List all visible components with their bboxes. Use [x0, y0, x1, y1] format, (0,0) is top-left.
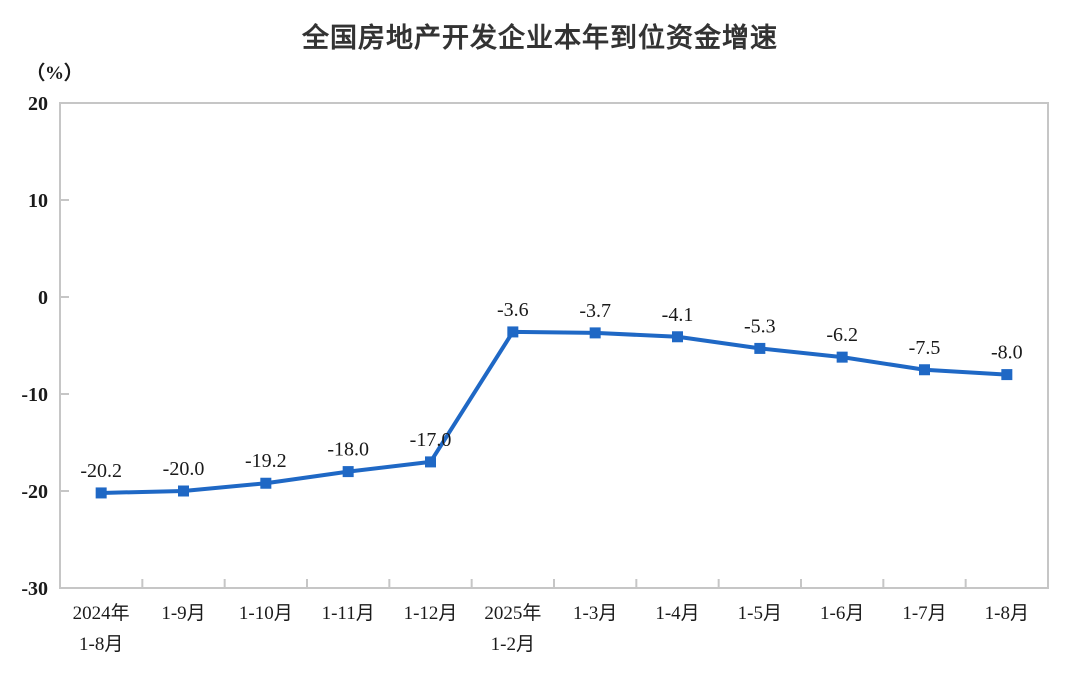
x-axis-label: 1-4月 — [655, 603, 699, 624]
data-point-marker — [425, 456, 436, 468]
x-axis-label: 1-9月 — [161, 603, 205, 624]
plot-border — [59, 102, 1049, 589]
data-point-label: -4.1 — [662, 304, 694, 326]
data-point-marker — [1001, 369, 1013, 381]
x-axis-label: 1-10月 — [239, 603, 293, 624]
data-point-label: -20.2 — [80, 460, 122, 482]
x-axis-label: 2024年 — [73, 602, 130, 624]
data-point-marker — [260, 477, 272, 489]
x-axis-label: 1-5月 — [738, 603, 782, 624]
y-axis-unit-label: （%） — [26, 63, 84, 84]
data-point-marker — [95, 487, 107, 499]
data-point-label: -3.6 — [497, 299, 529, 321]
data-point-marker — [672, 331, 683, 343]
x-axis-label: 1-12月 — [404, 603, 458, 624]
x-axis-label: 1-6月 — [820, 603, 864, 624]
data-point-marker — [919, 364, 930, 376]
data-point-marker — [754, 342, 766, 354]
data-point-label: -8.0 — [991, 342, 1023, 364]
chart-title: 全国房地产开发企业本年到位资金增速 — [302, 23, 778, 53]
y-tick-label: 20 — [28, 93, 48, 115]
data-point-marker — [836, 351, 848, 363]
y-tick-label: 10 — [28, 190, 48, 212]
data-point-marker — [589, 327, 601, 339]
data-point-marker — [178, 485, 189, 497]
y-tick-label: -30 — [21, 578, 48, 600]
data-point-label: -3.7 — [579, 300, 611, 322]
data-point-label: -5.3 — [744, 315, 776, 337]
data-point-label: -6.2 — [826, 324, 858, 346]
data-line — [99, 329, 1009, 495]
data-point-label: -17.0 — [410, 429, 452, 451]
x-axis-label: 2025年 — [484, 602, 541, 624]
data-point-label: -19.2 — [245, 450, 287, 472]
data-point-marker — [507, 326, 519, 338]
y-tick-label: 0 — [38, 287, 48, 309]
data-point-marker — [342, 466, 354, 478]
x-axis-label: 1-2月 — [491, 634, 535, 655]
x-axis-label: 1-8月 — [79, 634, 123, 655]
data-point-label: -20.0 — [163, 458, 205, 480]
data-point-label: -7.5 — [909, 337, 941, 359]
x-axis-label: 1-7月 — [902, 603, 946, 624]
x-axis-label: 1-8月 — [985, 603, 1029, 624]
x-axis-label: 1-11月 — [322, 603, 375, 624]
data-point-label: -18.0 — [327, 439, 369, 461]
y-tick-label: -10 — [21, 384, 48, 406]
x-axis-label: 1-3月 — [573, 603, 617, 624]
y-tick-label: -20 — [21, 481, 48, 503]
